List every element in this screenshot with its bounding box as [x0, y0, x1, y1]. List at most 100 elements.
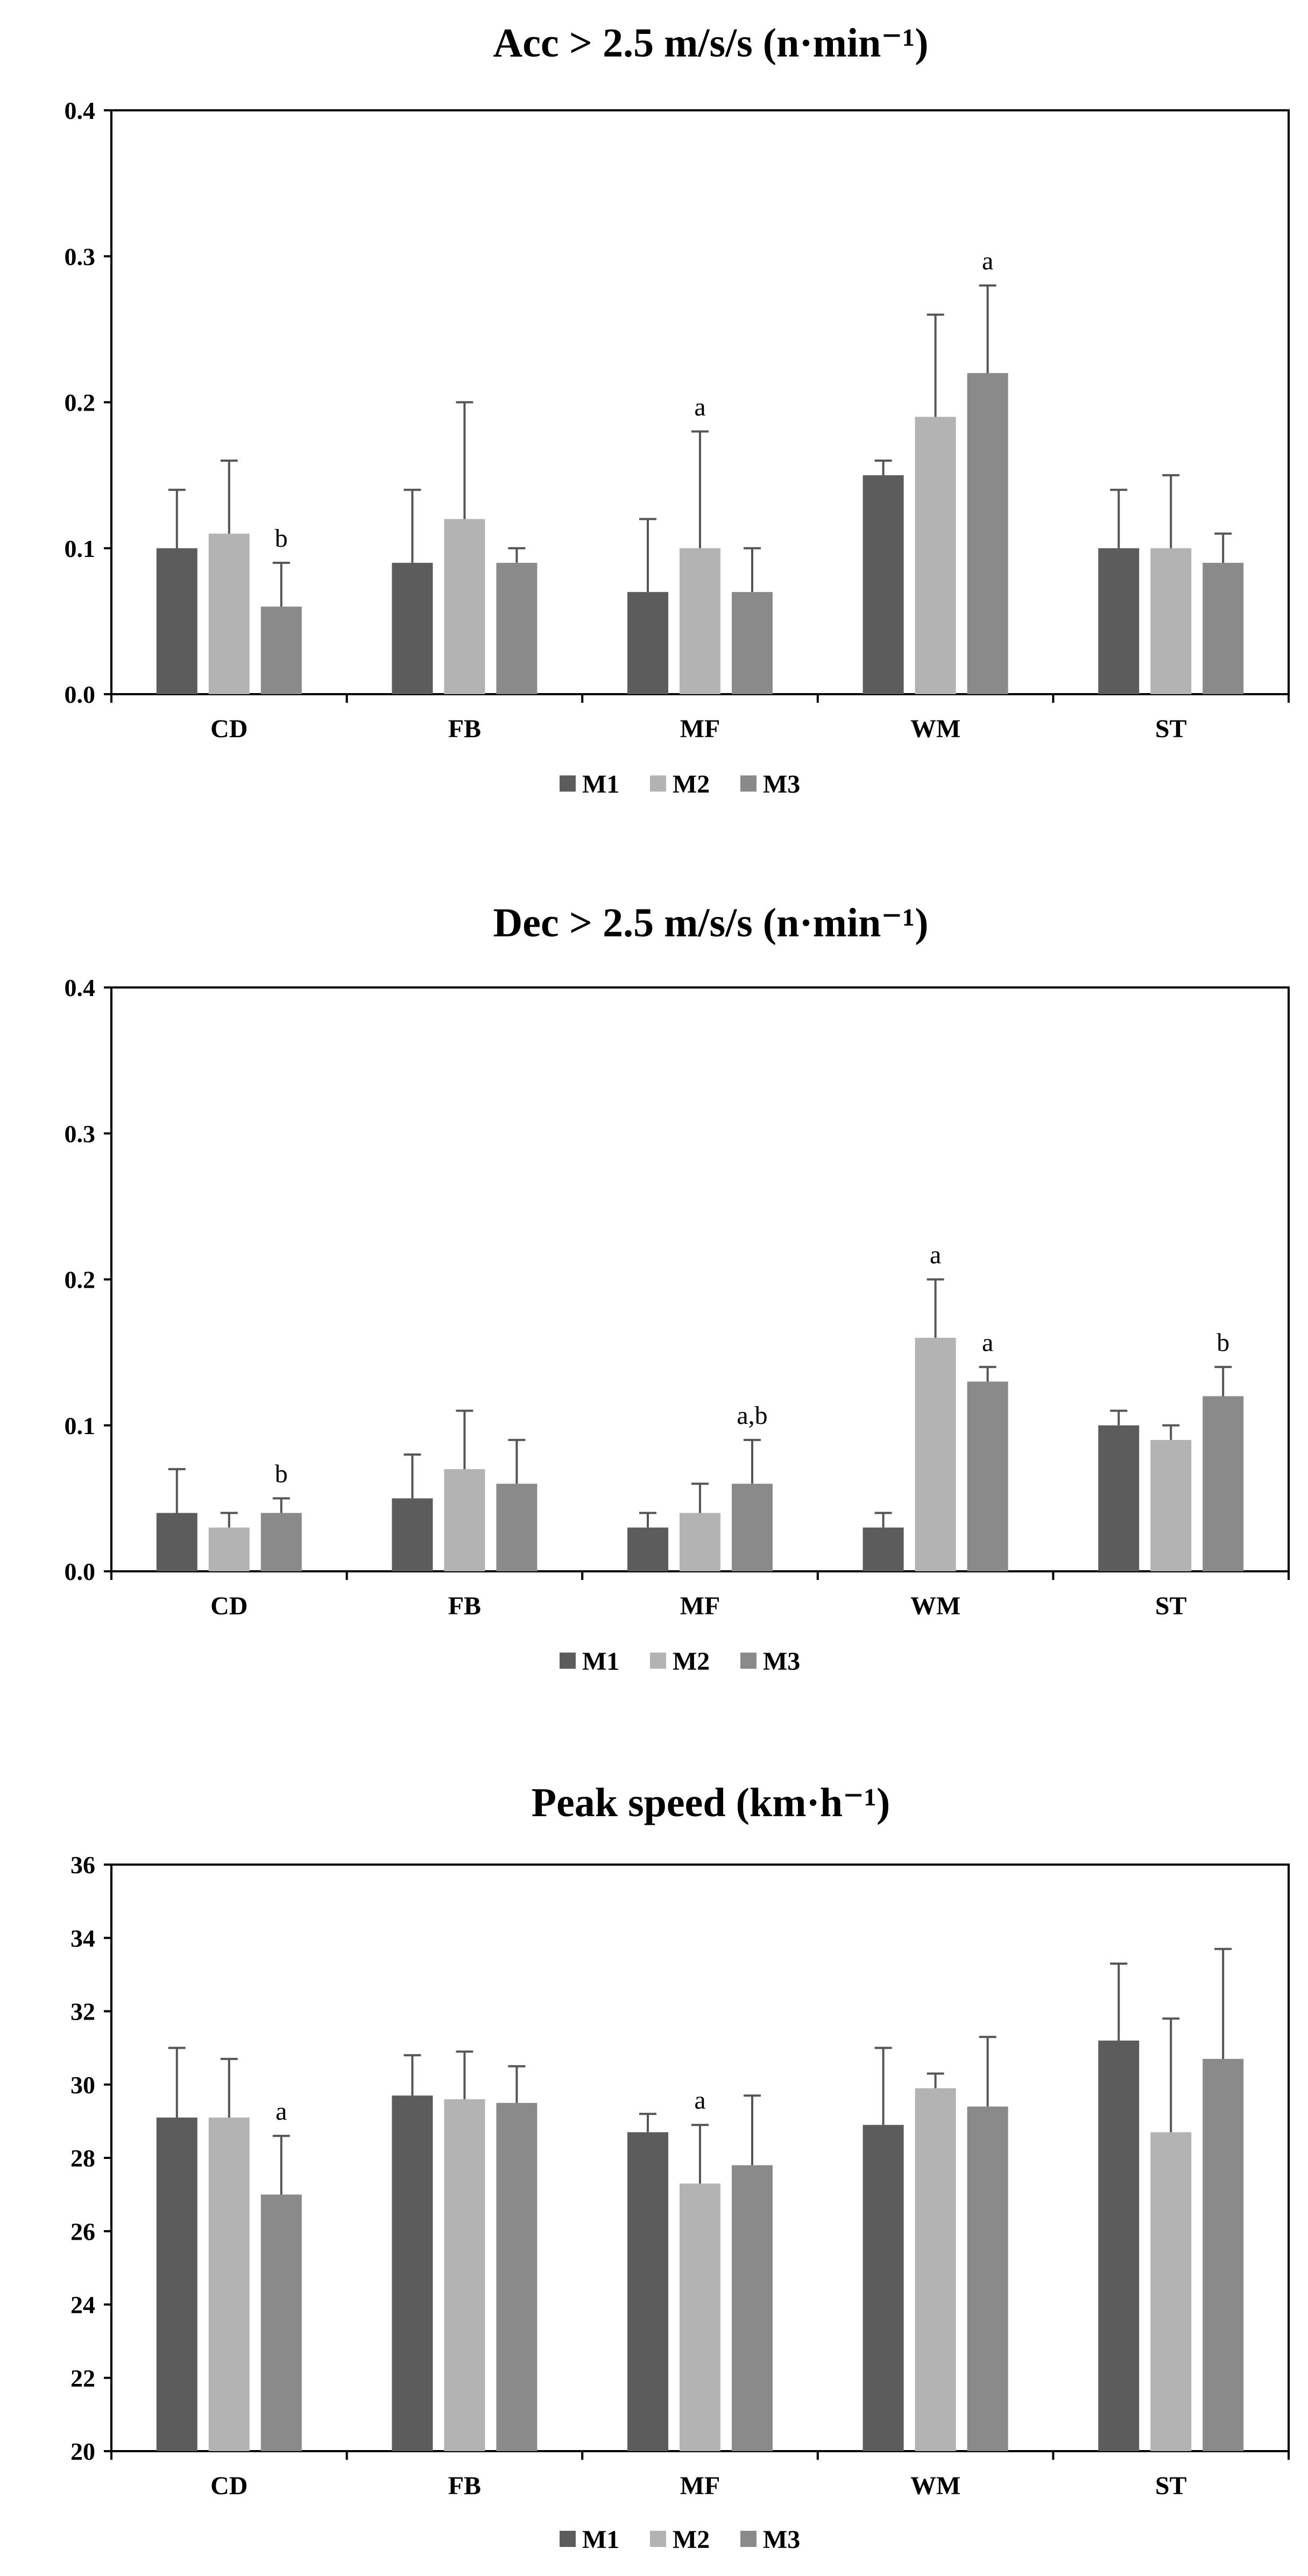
bar-m1-fb [392, 562, 433, 694]
legend-swatch-m3 [740, 775, 756, 792]
bar-m2-fb [444, 519, 485, 694]
bar-m2-fb [444, 2099, 485, 2451]
bar-m3-st [1203, 2059, 1244, 2451]
y-tick-label: 34 [70, 1924, 95, 1952]
bar-m1-st [1098, 548, 1140, 694]
bar-m2-cd [208, 2118, 250, 2451]
y-tick-label: 0.4 [65, 974, 96, 1001]
significance-annotation: b [275, 1459, 288, 1488]
legend-swatch-m1 [560, 2531, 576, 2547]
bar-m3-st [1203, 1396, 1244, 1571]
bar-m2-mf [680, 2183, 720, 2451]
significance-annotation: a [275, 2097, 287, 2126]
x-category-label: MF [680, 2472, 720, 2500]
x-category-label: MF [680, 715, 720, 743]
bar-m1-cd [156, 548, 197, 694]
legend-swatch-m1 [560, 775, 576, 792]
y-tick-label: 0.1 [65, 1412, 96, 1439]
legend-label-m1: M1 [582, 2525, 619, 2554]
bar-m3-fb [496, 2102, 538, 2451]
y-tick-label: 0.3 [65, 1120, 96, 1147]
legend-label-m3: M3 [763, 2525, 800, 2554]
bar-m2-fb [444, 1469, 485, 1571]
legend-swatch-m3 [740, 1653, 756, 1669]
y-tick-label: 32 [70, 1998, 95, 2025]
bar-m2-wm [915, 2088, 956, 2451]
bar-m2-mf [680, 548, 720, 694]
x-category-label: FB [448, 2472, 481, 2500]
bar-m3-wm [967, 2106, 1008, 2451]
x-category-label: WM [910, 2472, 960, 2500]
bar-m3-mf [732, 2165, 773, 2451]
x-category-label: WM [910, 715, 960, 743]
chart-panel-2: Dec > 2.5 m/s/s (n·min⁻¹) 0.0 0.1 0.2 0.3 0.4… [65, 900, 1290, 1676]
bar-m2-st [1150, 2132, 1192, 2451]
significance-annotation: b [275, 524, 288, 553]
bar-m3-mf [732, 1484, 773, 1571]
x-category-label: FB [448, 1592, 481, 1620]
significance-annotation: b [1217, 1328, 1229, 1357]
bar-m1-fb [392, 2095, 433, 2451]
legend-label-m2: M2 [673, 2525, 710, 2554]
significance-annotation: a [982, 247, 993, 276]
y-tick-label: 0.0 [65, 681, 96, 708]
bar-m2-cd [208, 1527, 250, 1571]
y-tick-label: 0.2 [65, 389, 96, 417]
bar-m3-wm [967, 1381, 1008, 1571]
bar-m3-fb [496, 562, 538, 694]
bar-m3-cd [260, 2194, 302, 2451]
bar-m1-wm [862, 475, 904, 694]
bar-m3-fb [496, 1484, 538, 1571]
y-tick-label: 28 [70, 2144, 95, 2172]
bar-m1-mf [627, 592, 668, 694]
x-category-label: MF [680, 1592, 720, 1620]
legend-swatch-m2 [650, 1653, 666, 1669]
legend-swatch-m2 [650, 2531, 666, 2547]
chart-title: Dec > 2.5 m/s/s (n·min⁻¹) [493, 900, 928, 945]
bar-m1-mf [627, 2132, 668, 2451]
legend-swatch-m3 [740, 2531, 756, 2547]
bar-m3-st [1203, 562, 1244, 694]
chart-panel-1: Acc > 2.5 m/s/s (n·min⁻¹) 0.0 0.1 0.2 0.3 0.4… [65, 20, 1290, 799]
chart-title: Peak speed (km·h⁻¹) [532, 1780, 890, 1825]
x-category-label: CD [210, 2472, 248, 2500]
bar-m1-cd [156, 2118, 197, 2451]
y-tick-label: 30 [70, 2071, 95, 2099]
bar-m2-mf [680, 1513, 720, 1571]
legend-label-m1: M1 [582, 1647, 619, 1676]
bar-m1-fb [392, 1498, 433, 1571]
bar-m3-wm [967, 373, 1008, 694]
legend-swatch-m2 [650, 775, 666, 792]
bar-m2-wm [915, 417, 956, 694]
y-tick-label: 0.1 [65, 535, 96, 562]
legend-label-m2: M2 [673, 770, 710, 799]
y-tick-label: 0.0 [65, 1558, 96, 1585]
x-category-label: CD [210, 715, 248, 743]
y-tick-label: 22 [70, 2365, 95, 2392]
legend-label-m3: M3 [763, 770, 800, 799]
y-tick-label: 36 [70, 1851, 95, 1879]
y-tick-label: 24 [70, 2291, 95, 2319]
legend-label-m2: M2 [673, 1647, 710, 1676]
y-tick-label: 0.3 [65, 243, 96, 270]
significance-annotation: a [694, 2086, 705, 2115]
significance-annotation: a [930, 1241, 941, 1269]
legend-label-m3: M3 [763, 1647, 800, 1676]
bar-m1-st [1098, 2041, 1140, 2451]
x-category-label: ST [1155, 2472, 1187, 2500]
chart-panel-3: Peak speed (km·h⁻¹) 20 22 24 26 28 30 32 34 36 CD F… [70, 1780, 1290, 2554]
significance-annotation: a [982, 1328, 993, 1357]
bar-m2-cd [208, 533, 250, 694]
bar-m1-wm [862, 2125, 904, 2451]
y-tick-label: 0.4 [65, 97, 96, 124]
bar-m1-wm [862, 1527, 904, 1571]
x-category-label: WM [910, 1592, 960, 1620]
y-tick-label: 20 [70, 2438, 95, 2465]
legend-label-m1: M1 [582, 770, 619, 799]
x-category-label: CD [210, 1592, 248, 1620]
chart-title: Acc > 2.5 m/s/s (n·min⁻¹) [493, 20, 928, 66]
x-category-label: ST [1155, 1592, 1187, 1620]
significance-annotation: a,b [737, 1401, 767, 1430]
